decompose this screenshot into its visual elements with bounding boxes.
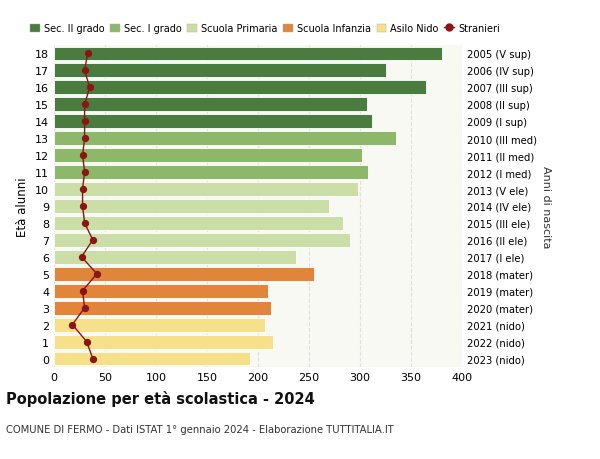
Point	[78, 203, 88, 210]
Point	[82, 338, 91, 346]
Point	[78, 287, 88, 295]
Bar	[54, 98, 367, 112]
Bar	[54, 250, 296, 264]
Bar	[54, 166, 368, 179]
Point	[77, 254, 86, 261]
Bar	[54, 318, 265, 332]
Bar	[54, 301, 271, 315]
Y-axis label: Età alunni: Età alunni	[16, 177, 29, 236]
Bar	[54, 267, 314, 281]
Point	[78, 152, 88, 159]
Point	[68, 321, 77, 329]
Point	[88, 355, 98, 363]
Point	[80, 169, 89, 176]
Point	[80, 220, 89, 227]
Point	[83, 50, 92, 58]
Bar	[54, 149, 362, 163]
Point	[92, 270, 101, 278]
Bar	[54, 47, 442, 62]
Legend: Sec. II grado, Sec. I grado, Scuola Primaria, Scuola Infanzia, Asilo Nido, Stran: Sec. II grado, Sec. I grado, Scuola Prim…	[26, 20, 504, 38]
Bar	[54, 217, 343, 230]
Point	[80, 135, 89, 143]
Bar	[54, 234, 350, 247]
Point	[85, 84, 95, 92]
Point	[80, 101, 89, 109]
Text: COMUNE DI FERMO - Dati ISTAT 1° gennaio 2024 - Elaborazione TUTTITALIA.IT: COMUNE DI FERMO - Dati ISTAT 1° gennaio …	[6, 424, 394, 434]
Point	[88, 237, 98, 244]
Y-axis label: Anni di nascita: Anni di nascita	[541, 165, 551, 248]
Bar	[54, 64, 386, 78]
Bar	[54, 284, 268, 298]
Bar	[54, 183, 358, 196]
Point	[80, 67, 89, 75]
Bar	[54, 132, 396, 146]
Text: Popolazione per età scolastica - 2024: Popolazione per età scolastica - 2024	[6, 390, 315, 406]
Point	[80, 118, 89, 126]
Point	[80, 304, 89, 312]
Bar	[54, 81, 426, 95]
Bar	[54, 200, 329, 213]
Bar	[54, 335, 274, 349]
Bar	[54, 115, 372, 129]
Bar	[54, 352, 250, 366]
Point	[78, 186, 88, 193]
